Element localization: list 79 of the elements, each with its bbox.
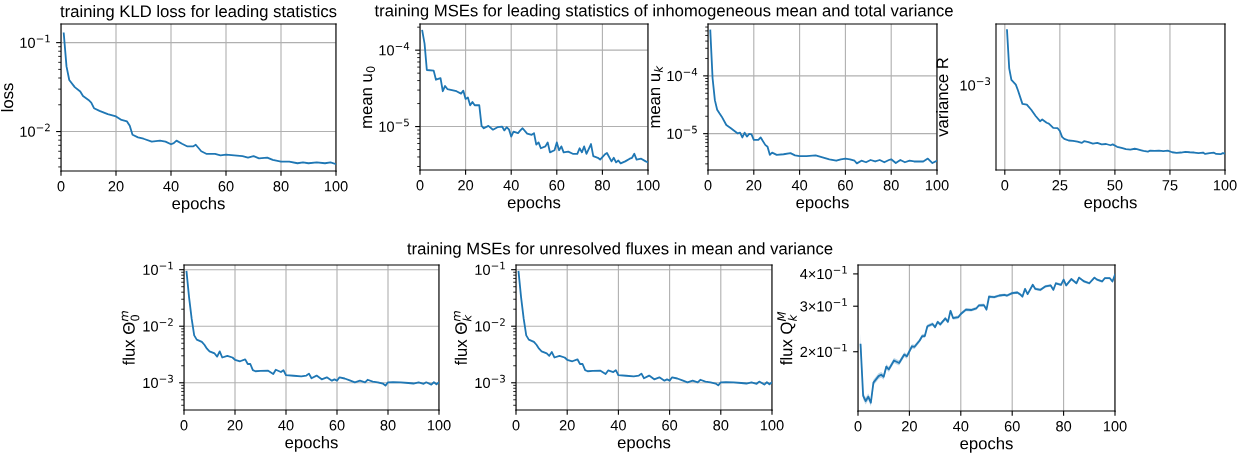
x-tick-label: 100 <box>760 420 784 431</box>
y-axis-title: variance R <box>936 57 949 137</box>
x-tick-label: 100 <box>1103 421 1127 432</box>
x-tick-label: 100 <box>324 181 348 192</box>
x-tick-label: 0 <box>1001 180 1009 191</box>
y-tick-label: 10$^{−5}$ <box>379 118 409 132</box>
x-tick-label: 25 <box>1052 180 1068 191</box>
x-tick-label: 60 <box>329 420 345 431</box>
x-tick-label: 0 <box>416 180 424 191</box>
text: 10$^{−3}$ <box>960 77 991 91</box>
x-axis-title: epochs <box>172 197 225 213</box>
line-series <box>62 32 336 166</box>
x-tick-label: 20 <box>108 181 124 192</box>
x-tick-label: 60 <box>662 420 678 431</box>
x-tick-label: 40 <box>953 421 969 432</box>
y-axis-title: flux Q$^{M}$$_{k}$ <box>777 311 797 365</box>
y-tick-label: 10$^{−2}$ <box>143 318 173 332</box>
line-series <box>517 270 772 387</box>
x-tick-label: 60 <box>218 181 234 192</box>
x-tick-label: 0 <box>854 421 862 432</box>
x-tick-label: 40 <box>791 180 808 191</box>
y-tick-label: 10$^{−2}$ <box>20 123 50 137</box>
chart-title: training KLD loss for leading statistics <box>60 4 337 21</box>
y-axis-title: mean u$_{k}$ <box>651 65 663 128</box>
y-tick-label: 10$^{−1}$ <box>20 34 50 48</box>
y-axis-title: flux Θ$^{m}$$_{0}$ <box>121 311 140 366</box>
y-tick-label: 10$^{−4}$ <box>667 68 698 82</box>
x-tick-label: 40 <box>610 420 626 431</box>
y-tick-label: 10$^{−4}$ <box>379 42 410 56</box>
x-axis-title: epochs <box>285 436 338 452</box>
y-tick-label: 3×10$^{−1}$ <box>800 298 847 312</box>
x-tick-label: 0 <box>512 420 520 431</box>
x-tick-label: 80 <box>713 420 729 431</box>
y-tick-label: 10$^{−2}$ <box>475 318 505 332</box>
x-tick-label: 0 <box>180 420 188 431</box>
x-tick-label: 50 <box>1107 180 1123 191</box>
x-tick-label: 80 <box>1056 421 1072 432</box>
x-tick-label: 60 <box>549 180 565 191</box>
x-tick-label: 40 <box>163 181 179 192</box>
x-tick-label: 100 <box>925 180 949 191</box>
x-axis-title: epochs <box>796 196 849 212</box>
y-tick-label: 10$^{−1}$ <box>475 261 505 276</box>
x-tick-label: 80 <box>883 180 899 191</box>
x-axis-title: epochs <box>960 437 1013 453</box>
x-axis-title: epochs <box>617 436 671 452</box>
x-tick-label: 100 <box>636 180 660 191</box>
y-tick-label: 4×10$^{−1}$ <box>800 266 847 280</box>
x-axis-title: epochs <box>507 196 561 212</box>
y-tick-label: 2×10$^{−1}$ <box>800 343 847 358</box>
y-axis-title: loss <box>1 83 14 112</box>
x-axis-title: epochs <box>1084 196 1137 212</box>
y-tick-label: 10$^{−1}$ <box>143 261 173 276</box>
x-tick-label: 100 <box>1213 180 1237 191</box>
chart-title: training MSEs for leading statistics of inhomogeneous mean and total variance <box>374 4 953 20</box>
x-tick-label: 75 <box>1162 180 1178 191</box>
chart-title: training MSEs for unresolved fluxes in mean and variance <box>407 242 833 258</box>
x-tick-label: 40 <box>278 420 294 431</box>
x-tick-label: 80 <box>380 420 396 431</box>
x-tick-label: 60 <box>838 180 853 191</box>
x-tick-label: 20 <box>227 420 243 431</box>
line-series <box>421 29 648 165</box>
y-axis-title: mean u$_{0}$ <box>363 66 375 128</box>
line-series <box>709 29 937 165</box>
line-series <box>185 270 439 387</box>
x-tick-label: 0 <box>704 180 712 191</box>
x-tick-label: 20 <box>746 180 762 191</box>
x-tick-label: 100 <box>427 420 451 431</box>
x-tick-label: 20 <box>559 420 575 431</box>
x-tick-label: 80 <box>594 180 610 191</box>
x-tick-label: 40 <box>503 180 519 191</box>
x-tick-label: 80 <box>273 181 289 192</box>
y-axis-title: flux Θ$^{m}$$_{k}$ <box>453 311 472 366</box>
y-tick-label: 10$^{−5}$ <box>667 125 697 139</box>
x-tick-label: 20 <box>902 421 917 432</box>
y-tick-label: 10$^{−3}$ <box>143 374 173 389</box>
y-tick-label: 10$^{−3}$ <box>475 374 505 389</box>
x-tick-label: 0 <box>57 181 65 192</box>
x-tick-label: 60 <box>1004 421 1020 432</box>
x-tick-label: 20 <box>458 180 474 191</box>
